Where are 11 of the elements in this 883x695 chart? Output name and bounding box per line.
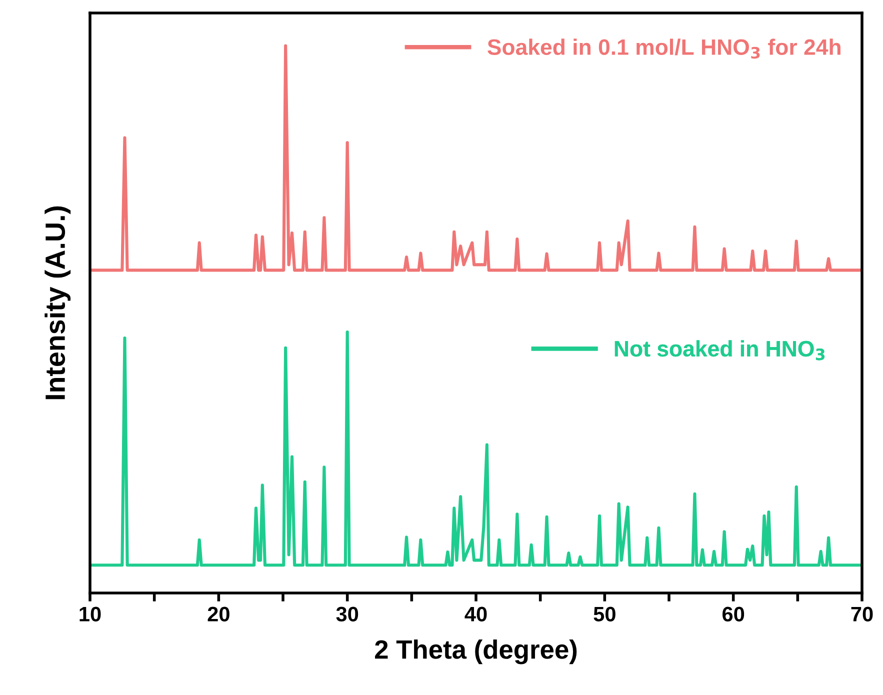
x-tick-label: 70: [851, 606, 873, 622]
x-tick-label: 20: [208, 606, 230, 622]
x-tick-label: 50: [594, 606, 616, 622]
x-tick-label: 40: [464, 606, 487, 622]
legend-label: Not soaked in HNO$_{3}$: [614, 340, 825, 360]
x-axis-title: 2 Theta (degree): [375, 640, 577, 664]
x-tick-label: 60: [722, 606, 744, 622]
x-tick-label: 10: [80, 606, 101, 622]
legend-label: Soaked in 0.1 mol/L HNO$_{3}$ for 24h: [488, 38, 840, 59]
y-axis-title: Intensity (A.U.): [44, 206, 71, 400]
x-tick-label: 30: [336, 606, 358, 622]
